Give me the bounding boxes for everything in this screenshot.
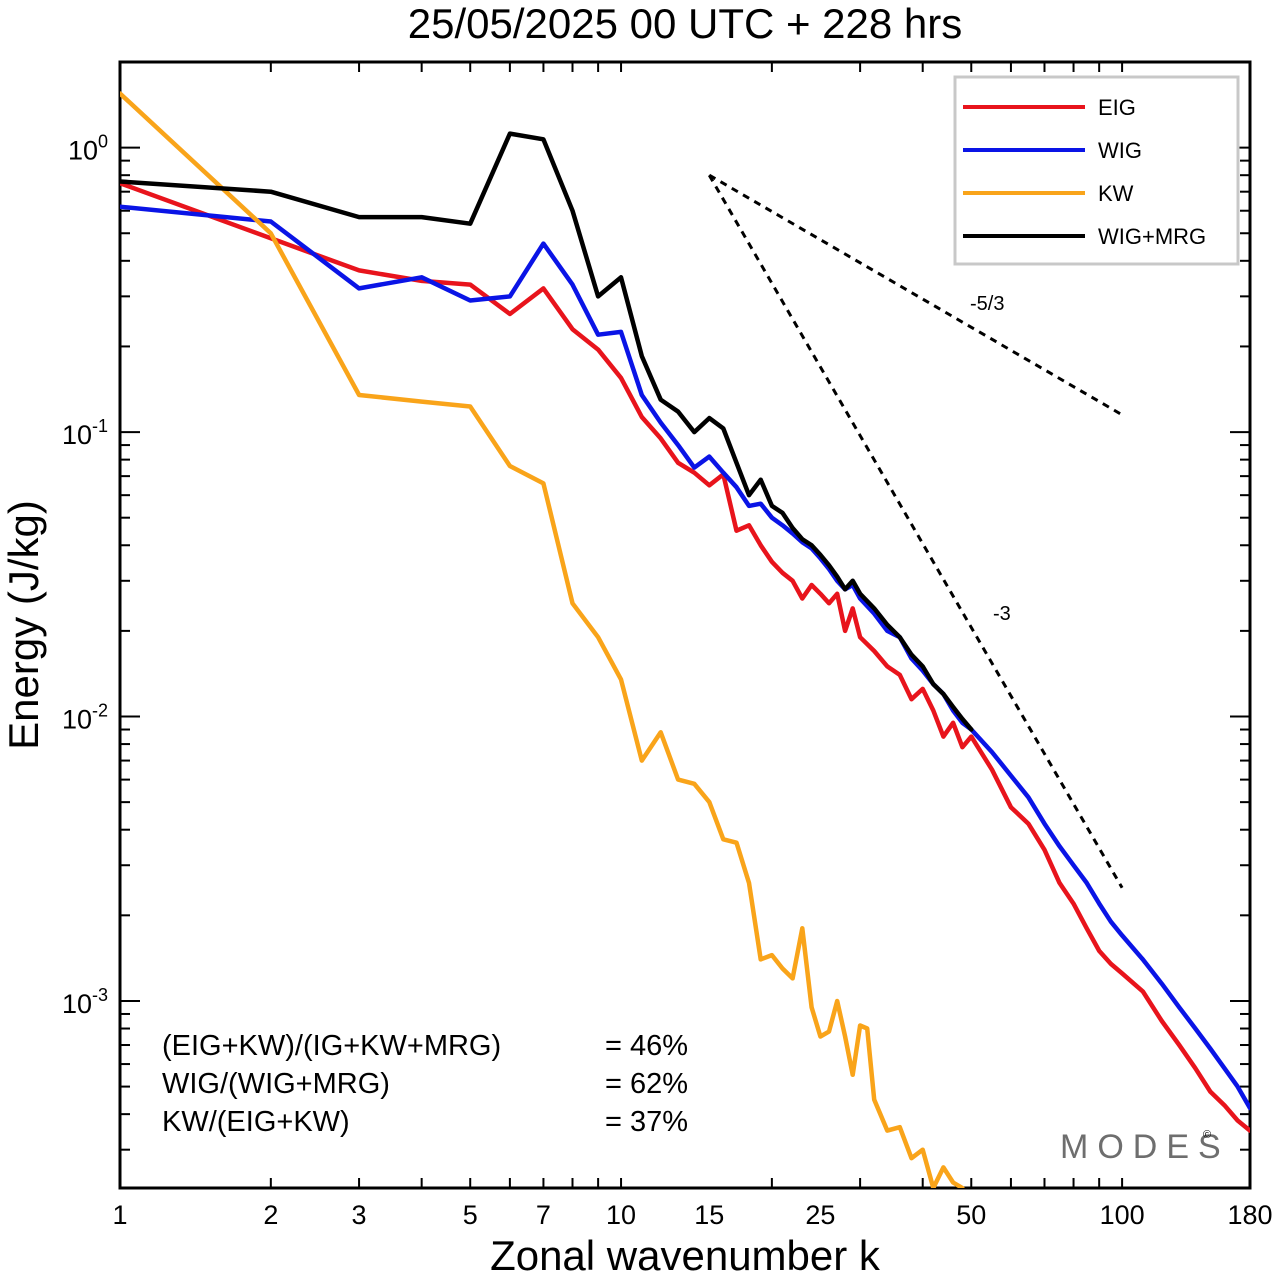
legend-label: WIG	[1098, 138, 1142, 163]
x-tick-label: 2	[263, 1200, 278, 1230]
series-line-wig	[120, 204, 1250, 1111]
y-axis-label: Energy (J/kg)	[0, 500, 47, 750]
slope-line	[708, 173, 1123, 417]
x-tick-label: 1	[112, 1200, 127, 1230]
x-tick-label: 50	[956, 1200, 986, 1230]
slope-line	[707, 174, 1124, 889]
annotation-value: = 62%	[605, 1068, 688, 1100]
ratio-annotations: (EIG+KW)/(IG+KW+MRG) = 46% WIG/(WIG+MRG) = …	[162, 1030, 688, 1138]
series-line-wig-mrg	[120, 131, 974, 732]
chart-title: 25/05/2025 00 UTC + 228 hrs	[408, 0, 963, 47]
x-tick-label: 10	[606, 1200, 636, 1230]
x-tick-label: 180	[1227, 1200, 1272, 1230]
x-tick-label: 5	[463, 1200, 478, 1230]
legend-label: KW	[1098, 181, 1134, 206]
legend-label: EIG	[1098, 95, 1136, 120]
x-tick-label: 7	[536, 1200, 551, 1230]
slope-label: -3	[993, 603, 1011, 625]
y-tick-label: 10-1	[62, 416, 108, 450]
series-lines	[120, 91, 1250, 1188]
x-tick-label: 3	[352, 1200, 367, 1230]
slope-label: -5/3	[970, 293, 1004, 315]
plot-area: 1 2 3 5 7 10 15 25 50 100 180 100 10-1 10-2 10-3 -5/3…	[62, 60, 1273, 1230]
annotation-label: KW/(EIG+KW)	[162, 1106, 350, 1138]
x-tick-label: 25	[805, 1200, 835, 1230]
x-tick-labels: 1 2 3 5 7 10 15 25 50 100 180	[112, 1200, 1272, 1230]
legend-label: WIG+MRG	[1098, 224, 1206, 249]
annotation-value: = 37%	[605, 1106, 688, 1138]
annotation-label: (EIG+KW)/(IG+KW+MRG)	[162, 1030, 501, 1062]
copyright-symbol: ©	[1203, 1129, 1211, 1141]
x-axis-label: Zonal wavenumber k	[490, 1232, 881, 1279]
x-tick-label: 100	[1100, 1200, 1145, 1230]
series-line-eig	[120, 180, 1250, 1133]
y-tick-label: 10-3	[62, 985, 108, 1019]
legend: EIG WIG KW WIG+MRG	[953, 75, 1240, 266]
axis-ticks	[119, 61, 1250, 1188]
modes-watermark: MODES ©	[1060, 1128, 1230, 1166]
plot-frame	[118, 60, 1252, 1190]
y-tick-label: 100	[68, 132, 108, 166]
annotation-value: = 46%	[605, 1030, 688, 1062]
y-tick-labels: 100 10-1 10-2 10-3	[62, 132, 108, 1019]
series-line-kw	[120, 91, 965, 1188]
y-tick-label: 10-2	[62, 701, 108, 735]
x-tick-label: 15	[694, 1200, 724, 1230]
modes-watermark-text: MODES	[1060, 1128, 1230, 1166]
slope-reference-lines: -5/3 -3	[707, 173, 1124, 889]
annotation-label: WIG/(WIG+MRG)	[162, 1068, 390, 1100]
